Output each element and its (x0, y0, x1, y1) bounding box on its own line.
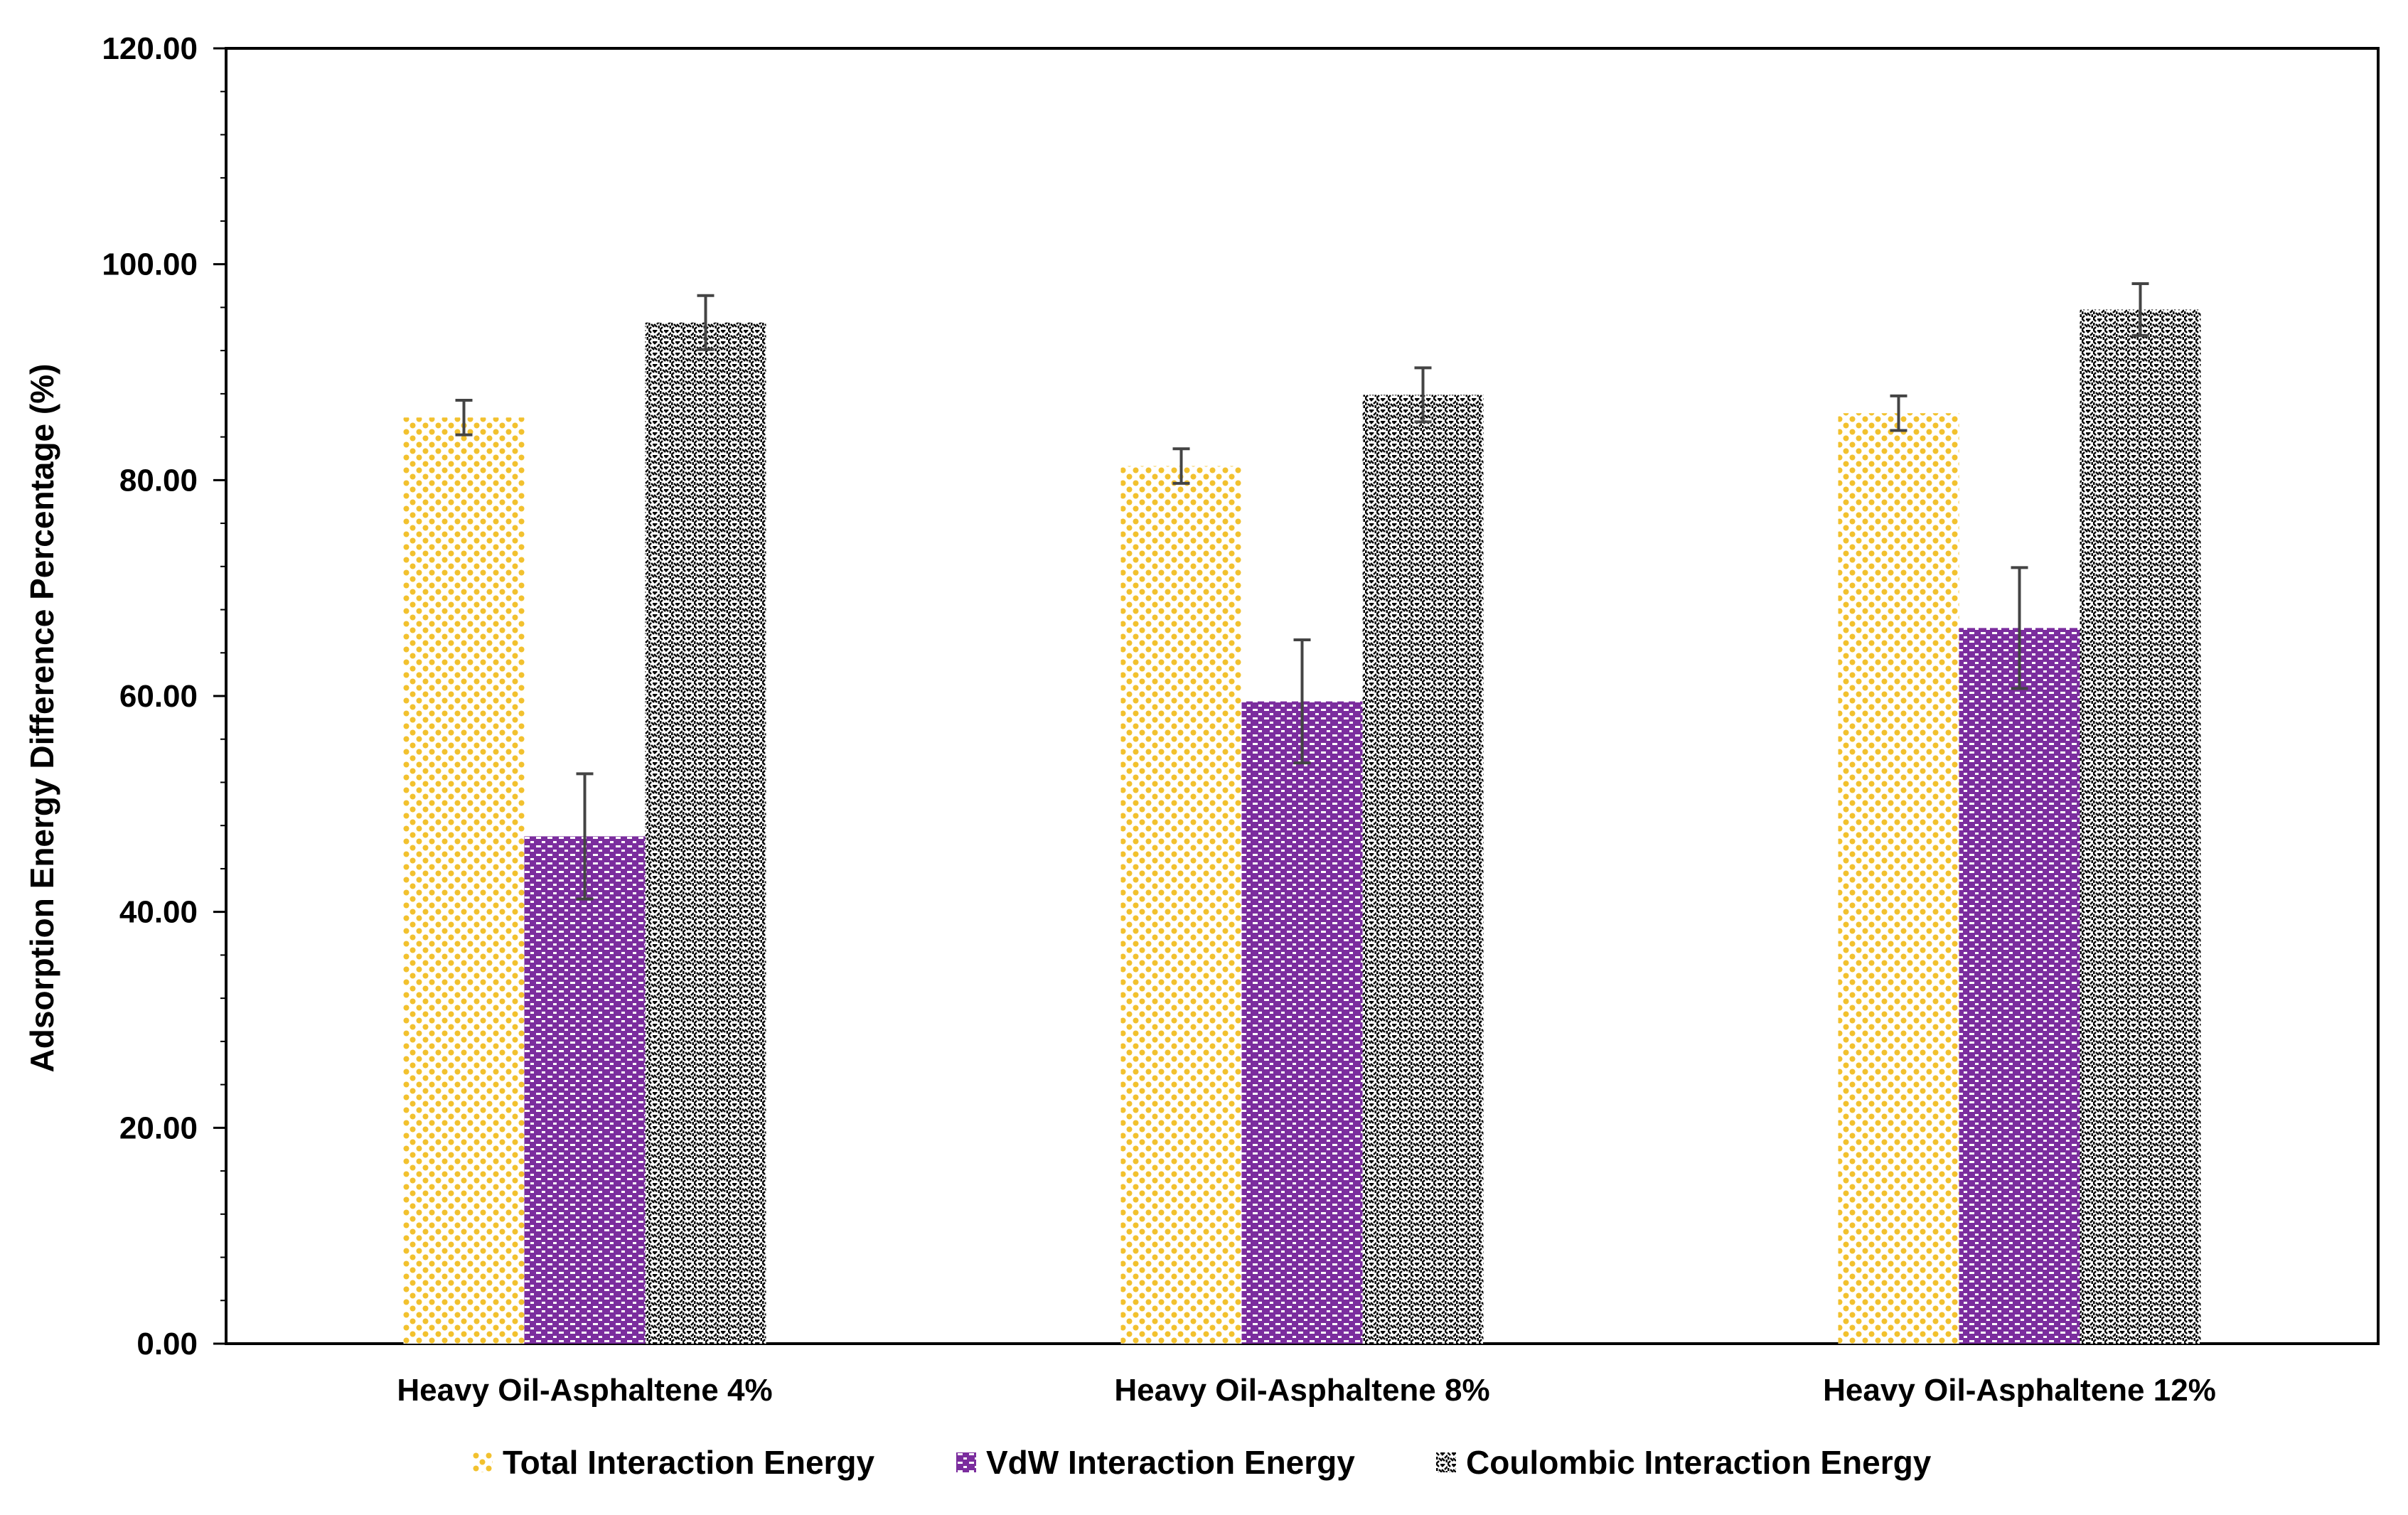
legend-item-coulombic: Coulombic Interaction Energy (1436, 1443, 1931, 1482)
bar-coulombic-2 (1362, 395, 1484, 1344)
y-tick-label: 40.00 (119, 895, 198, 930)
bar-coulombic-1 (645, 322, 766, 1344)
y-tick-label: 60.00 (119, 679, 198, 714)
legend-label-coulombic: Coulombic Interaction Energy (1466, 1444, 1932, 1481)
bar-vdw-1 (524, 836, 646, 1344)
bar-vdw-2 (1241, 701, 1363, 1344)
y-tick-label: 20.00 (119, 1110, 198, 1145)
legend-swatch-vdw (956, 1452, 976, 1472)
legend-label-total: Total Interaction Energy (503, 1444, 875, 1481)
x-tick-label: Heavy Oil-Asphaltene 12% (1823, 1373, 2216, 1408)
bar-total-3 (1838, 413, 1959, 1344)
legend-swatch-total (473, 1452, 493, 1472)
legend-swatch-coulombic (1436, 1452, 1456, 1472)
x-tick-label: Heavy Oil-Asphaltene 4% (397, 1373, 772, 1408)
bar-total-1 (403, 417, 525, 1344)
legend: Total Interaction Energy VdW Interaction… (0, 1443, 2408, 1500)
legend-item-vdw: VdW Interaction Energy (956, 1443, 1355, 1482)
bar-total-2 (1120, 466, 1242, 1344)
y-tick-label: 80.00 (119, 463, 198, 498)
legend-label-vdw: VdW Interaction Energy (986, 1444, 1355, 1481)
y-axis-label: Adsorption Energy Difference Percentage … (23, 364, 60, 1073)
y-tick-label: 100.00 (102, 247, 198, 282)
legend-item-total: Total Interaction Energy (473, 1443, 874, 1482)
y-tick-label: 120.00 (102, 31, 198, 66)
x-tick-label: Heavy Oil-Asphaltene 8% (1114, 1373, 1489, 1408)
bar-coulombic-3 (2080, 309, 2201, 1344)
y-tick-label: 0.00 (137, 1327, 198, 1361)
bar-vdw-3 (1959, 628, 2080, 1344)
